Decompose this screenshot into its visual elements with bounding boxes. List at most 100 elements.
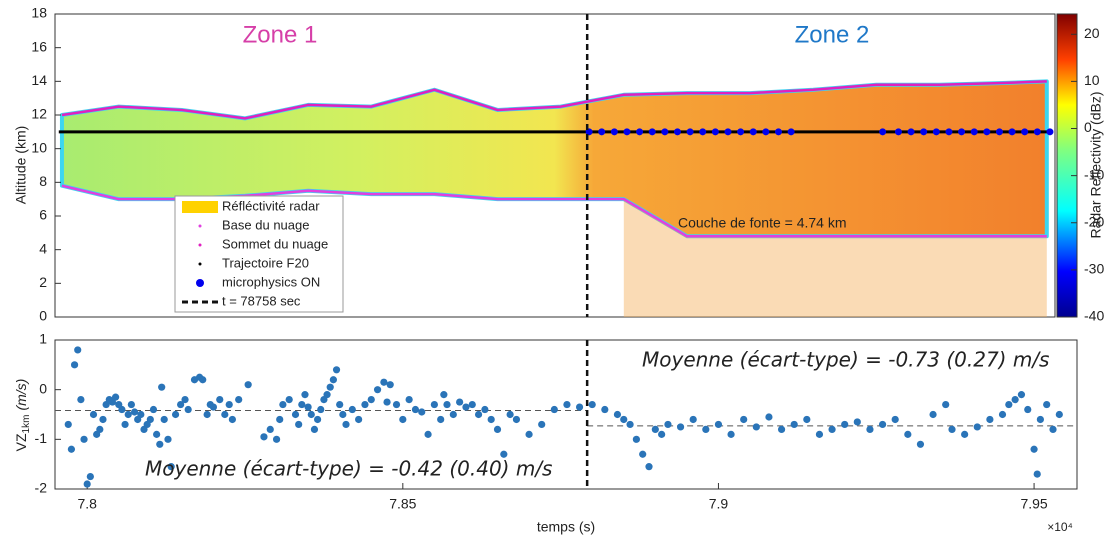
- scatter-point: [440, 391, 448, 399]
- microphysics-dot: [699, 128, 707, 136]
- colorbar-tick-label: 0: [1084, 119, 1092, 135]
- scatter-point: [462, 403, 470, 411]
- y-tick-label: 0: [39, 308, 47, 324]
- microphysics-dot: [673, 128, 681, 136]
- scatter-point: [493, 425, 502, 433]
- scatter-point: [676, 423, 685, 431]
- precipitation-field: [623, 199, 1047, 317]
- scatter-point: [221, 410, 229, 419]
- scatter-point: [613, 410, 622, 419]
- scatter-point: [291, 410, 300, 419]
- scatter-point: [664, 420, 672, 429]
- scatter-point: [266, 425, 274, 433]
- scatter-point: [86, 472, 94, 481]
- y-tick-label: 8: [39, 173, 47, 189]
- scatter-point: [626, 420, 634, 429]
- scatter-point: [828, 425, 836, 433]
- legend-label: microphysics ON: [222, 274, 320, 289]
- scatter-point: [765, 413, 773, 421]
- y-axis-label: VZ1km (m/s): [13, 379, 32, 452]
- scatter-point: [167, 463, 175, 471]
- scatter-point: [777, 425, 786, 433]
- scatter-point: [314, 415, 322, 424]
- scatter-point: [1005, 400, 1013, 409]
- scatter-point: [904, 430, 912, 438]
- microphysics-dot: [1033, 128, 1041, 136]
- scatter-point: [184, 405, 192, 414]
- scatter-point: [67, 445, 76, 453]
- zone-label: Zone 2: [795, 21, 870, 48]
- microphysics-dot: [610, 128, 618, 136]
- microphysics-dot: [1008, 128, 1016, 136]
- scatter-point: [815, 430, 824, 438]
- scatter-point: [209, 403, 218, 411]
- scatter-point: [158, 383, 166, 391]
- microphysics-dot: [661, 128, 669, 136]
- scatter-point: [689, 415, 697, 424]
- scatter-point: [500, 450, 508, 458]
- scatter-point: [1036, 415, 1044, 424]
- y-tick-label: 16: [31, 38, 47, 54]
- zone-label: Zone 1: [243, 21, 318, 48]
- scatter-point: [307, 410, 315, 419]
- scatter-point: [380, 378, 388, 386]
- scatter-point: [916, 440, 925, 448]
- scatter-point: [803, 415, 811, 424]
- scatter-point: [790, 420, 798, 429]
- scatter-point: [336, 400, 344, 409]
- scatter-point: [1055, 410, 1063, 419]
- scatter-point: [468, 400, 476, 409]
- microphysics-dot: [920, 128, 928, 136]
- scatter-point: [430, 400, 438, 409]
- scatter-point: [405, 396, 413, 404]
- scatter-point: [714, 420, 723, 429]
- microphysics-dot: [1021, 128, 1029, 136]
- colorbar: [1056, 13, 1078, 318]
- microphysics-dot: [1046, 128, 1054, 136]
- scatter-point: [1017, 391, 1026, 399]
- mean-label: Moyenne (écart-type) = -0.73 (0.27) m/s: [642, 348, 1049, 372]
- colorbar-tick-label: 20: [1084, 25, 1100, 41]
- scatter-point: [658, 430, 666, 438]
- scatter-point: [96, 425, 104, 433]
- microphysics-dot: [724, 128, 732, 136]
- scatter-point: [156, 440, 164, 448]
- microphysics-dot: [737, 128, 745, 136]
- scatter-point: [137, 410, 145, 419]
- colorbar-tick-label: -30: [1084, 261, 1104, 277]
- microphysics-dot: [774, 128, 782, 136]
- scatter-point: [171, 410, 180, 419]
- y-tick-label: 18: [31, 5, 47, 21]
- colorbar-tick-label: 10: [1084, 72, 1100, 88]
- scatter-point: [177, 400, 185, 409]
- scatter-point: [329, 376, 337, 384]
- y-tick-label: 14: [31, 72, 47, 88]
- scatter-point: [130, 408, 139, 416]
- microphysics-dot: [598, 128, 606, 136]
- y-tick-label: 10: [31, 139, 47, 155]
- legend-label: Trajectoire F20: [222, 255, 309, 270]
- scatter-point: [348, 405, 356, 414]
- scatter-point: [866, 425, 874, 433]
- colorbar-tick-label: -10: [1084, 166, 1104, 182]
- microphysics-dot: [945, 128, 953, 136]
- scatter-point: [279, 400, 287, 409]
- microphysics-dot: [970, 128, 978, 136]
- scatter-point: [948, 425, 956, 433]
- scatter-point: [317, 405, 325, 414]
- legend-icon: [196, 279, 204, 287]
- scatter-point: [878, 420, 887, 429]
- scatter-point: [456, 398, 464, 406]
- microphysics-dot: [983, 128, 991, 136]
- legend-icon: [198, 224, 202, 228]
- scatter-point: [326, 383, 334, 391]
- scatter-point: [853, 418, 861, 426]
- legend-label: Réfléctivité radar: [222, 198, 320, 213]
- scatter-point: [216, 396, 224, 404]
- y-label-sub: 1km: [21, 415, 32, 434]
- colorbar-label: Radar Reflectivity (dBz): [1088, 91, 1104, 238]
- y-tick-label: 6: [39, 207, 47, 223]
- scatter-point: [225, 400, 233, 409]
- scatter-point: [418, 408, 426, 416]
- y-tick-label: 0: [39, 380, 47, 396]
